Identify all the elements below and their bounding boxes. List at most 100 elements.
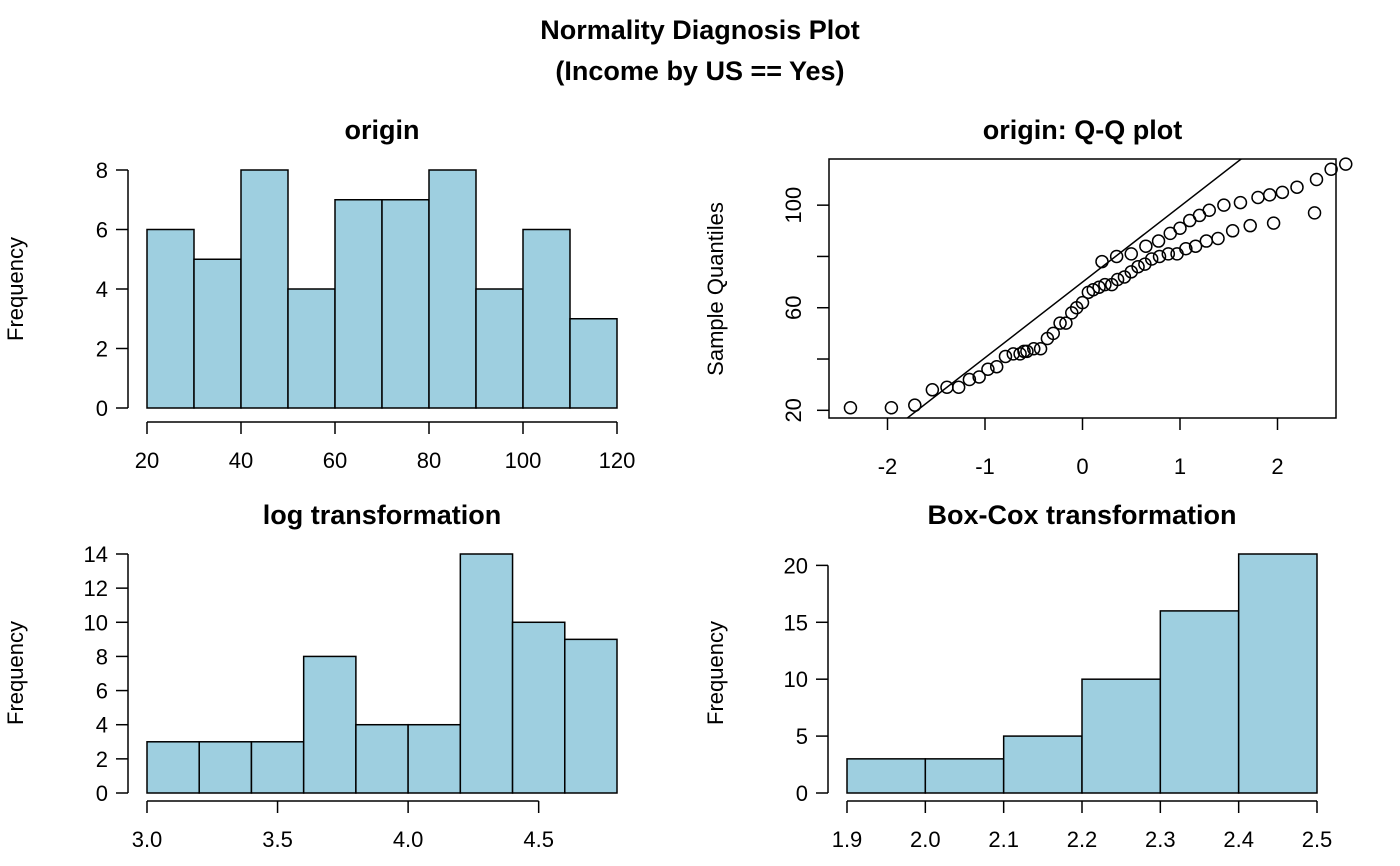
qq-point bbox=[1217, 198, 1231, 212]
qq-point bbox=[1092, 280, 1106, 294]
y-axis-label: Frequency bbox=[3, 237, 28, 341]
histogram-bar bbox=[240, 169, 289, 409]
qq-point bbox=[843, 400, 858, 415]
x-tick-label: 3.5 bbox=[262, 827, 293, 852]
qq-point bbox=[1027, 342, 1041, 356]
qq-point bbox=[1053, 316, 1067, 330]
panel-origin-histogram: origin 0 2 4 6 8 20 40 60 80 100 120 Frequency bbox=[3, 115, 635, 473]
qq-point bbox=[1251, 190, 1265, 205]
y-tick-label: 2 bbox=[96, 337, 108, 362]
histogram-bar bbox=[1081, 678, 1162, 794]
y-tick-label: 60 bbox=[781, 295, 806, 319]
histogram-bar bbox=[846, 758, 927, 794]
x-tick-label: 4.5 bbox=[523, 827, 554, 852]
x-tick-label: 0 bbox=[1076, 454, 1088, 479]
x-tick-label: 120 bbox=[599, 448, 636, 473]
qq-point bbox=[1110, 272, 1125, 287]
qq-point bbox=[1109, 249, 1124, 264]
qq-point bbox=[981, 362, 995, 377]
qq-point bbox=[1266, 216, 1281, 230]
x-tick-label: 2.2 bbox=[1067, 827, 1098, 852]
x-tick-label: 2.3 bbox=[1145, 827, 1176, 852]
y-axis-label: Frequency bbox=[703, 621, 728, 725]
qq-point bbox=[1275, 185, 1290, 200]
x-tick-label: 100 bbox=[505, 448, 542, 473]
y-tick-label: 8 bbox=[96, 158, 108, 183]
histogram-bar bbox=[428, 169, 477, 409]
qq-point bbox=[1161, 247, 1176, 261]
y-tick-label: 100 bbox=[781, 187, 806, 224]
qq-reference-line bbox=[906, 159, 1243, 418]
qq-point bbox=[1033, 342, 1048, 356]
y-tick-label: 4 bbox=[96, 277, 108, 302]
y-axis-label: Sample Quantiles bbox=[703, 202, 728, 376]
qq-point bbox=[1151, 234, 1166, 248]
x-tick-label: 60 bbox=[323, 448, 347, 473]
qq-point bbox=[1152, 249, 1167, 264]
qq-point bbox=[1075, 295, 1090, 310]
qq-point bbox=[1339, 157, 1353, 171]
qq-point bbox=[1324, 162, 1338, 177]
histogram-bar bbox=[146, 741, 200, 794]
y-tick-label: 0 bbox=[96, 781, 108, 806]
qq-point bbox=[1086, 283, 1100, 297]
qq-point bbox=[1225, 224, 1240, 238]
qq-point bbox=[1173, 221, 1187, 235]
y-tick-label: 6 bbox=[96, 679, 108, 704]
x-tick-label: 20 bbox=[135, 448, 159, 473]
qq-point bbox=[1013, 347, 1027, 361]
histogram-bar bbox=[459, 553, 514, 794]
qq-point bbox=[1098, 277, 1112, 292]
qq-point bbox=[1307, 206, 1322, 220]
qq-point bbox=[998, 349, 1013, 364]
qq-point bbox=[1199, 234, 1214, 248]
panel-title: origin bbox=[345, 115, 420, 145]
histogram-bar bbox=[924, 758, 1005, 794]
qq-point bbox=[962, 372, 977, 387]
y-axis-label: Frequency bbox=[3, 621, 28, 725]
y-tick-label: 15 bbox=[784, 610, 808, 635]
qq-point bbox=[1202, 203, 1216, 218]
qq-point bbox=[1059, 316, 1073, 330]
qq-point bbox=[884, 400, 899, 415]
qq-point bbox=[1144, 252, 1159, 266]
x-tick-label: 2.4 bbox=[1223, 827, 1254, 852]
x-tick-label: 80 bbox=[417, 448, 441, 473]
qq-point bbox=[1139, 239, 1153, 253]
qq-point bbox=[1065, 306, 1079, 320]
histogram-bar bbox=[475, 288, 524, 409]
qq-point bbox=[1046, 326, 1060, 341]
plot-frame bbox=[828, 158, 1337, 419]
figure-title: Normality Diagnosis Plot bbox=[540, 15, 860, 45]
x-tick-label: 4.0 bbox=[393, 827, 424, 852]
x-tick-label: 2.1 bbox=[988, 827, 1019, 852]
x-tick-label: 2.5 bbox=[1302, 827, 1333, 852]
qq-point bbox=[1233, 195, 1248, 210]
panel-boxcox-histogram: Box-Cox transformation 0 5 10 15 20 1.9 2.0 2.1 2… bbox=[703, 500, 1332, 852]
x-tick-label: 2 bbox=[1271, 454, 1283, 479]
histogram-bar bbox=[1159, 610, 1240, 794]
y-tick-label: 8 bbox=[96, 644, 108, 669]
histogram-bar bbox=[522, 228, 571, 409]
histogram-bar bbox=[511, 621, 566, 794]
histogram-bar bbox=[1237, 553, 1318, 794]
qq-point bbox=[1170, 247, 1184, 261]
histogram-bar bbox=[287, 288, 336, 409]
histogram-bar bbox=[407, 723, 462, 794]
y-tick-label: 2 bbox=[96, 747, 108, 772]
qq-point bbox=[1095, 254, 1109, 269]
histogram-bar bbox=[334, 199, 383, 409]
qq-point bbox=[1188, 239, 1203, 253]
y-tick-label: 0 bbox=[96, 396, 108, 421]
y-tick-label: 6 bbox=[96, 218, 108, 243]
histogram-bar bbox=[569, 318, 618, 409]
x-tick-label: -1 bbox=[975, 454, 995, 479]
panel-title: log transformation bbox=[263, 500, 502, 530]
panel-log-histogram: log transformation 0 2 4 6 8 10 12 14 3.0 3.5 4.0 4.… bbox=[3, 500, 618, 852]
y-tick-label: 10 bbox=[784, 667, 808, 692]
histogram-bar bbox=[198, 741, 253, 794]
qq-point bbox=[1117, 270, 1132, 284]
qq-point bbox=[908, 398, 922, 412]
qq-point bbox=[925, 383, 940, 397]
histogram-bar bbox=[302, 655, 357, 794]
